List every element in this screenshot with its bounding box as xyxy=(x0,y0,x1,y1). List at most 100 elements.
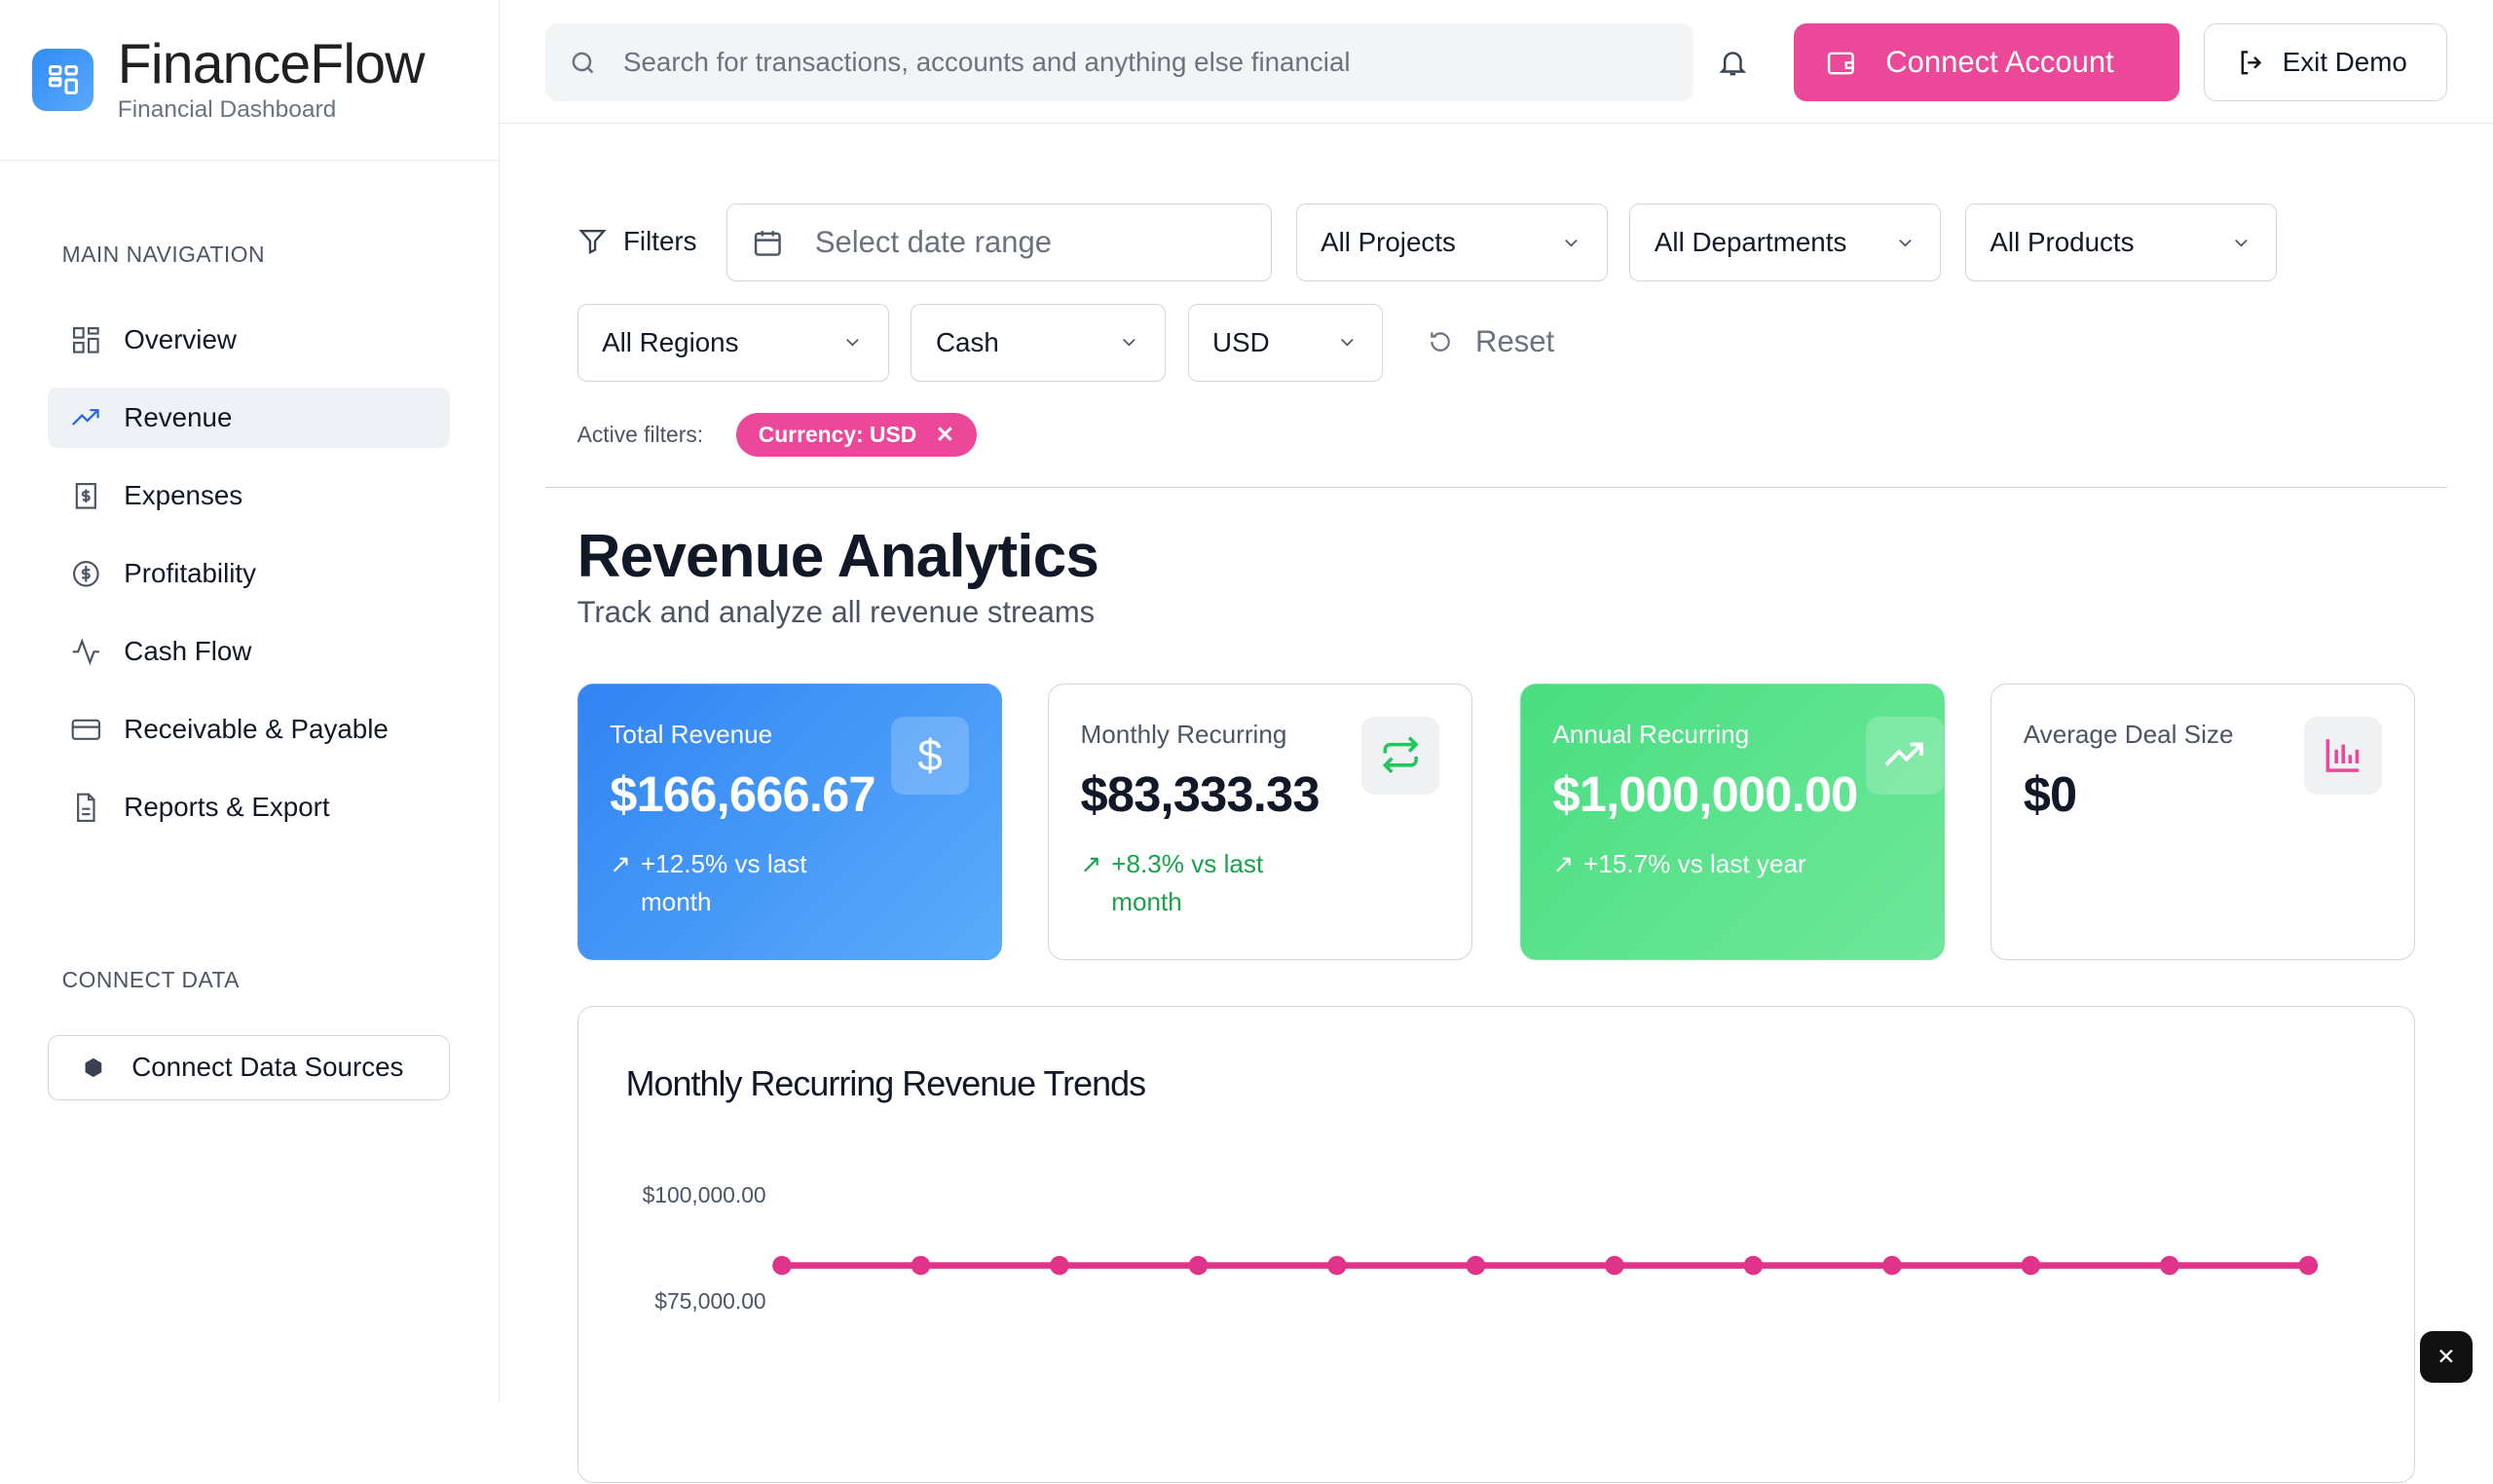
calendar-icon xyxy=(754,230,781,256)
currency-select[interactable]: USD xyxy=(1187,303,1384,382)
products-select[interactable]: All Products xyxy=(1964,203,2277,281)
database-icon: ⬢ xyxy=(83,1054,103,1080)
card-label: Average Deal Size xyxy=(2023,719,2234,749)
monthly-recurring-card: Monthly Recurring $83,333.33 ↗ +8.3% vs l… xyxy=(1047,684,1472,961)
sidebar-item-cash-flow[interactable]: Cash Flow xyxy=(48,621,450,682)
data-point[interactable] xyxy=(1881,1256,1902,1276)
sidebar-item-label: Cash Flow xyxy=(124,636,252,667)
card-value: $166,666.67 xyxy=(610,766,875,823)
mrr-line-chart: $100,000.00 $75,000.00 xyxy=(642,1182,2318,1315)
connect-data-sources-button[interactable]: ⬢ Connect Data Sources xyxy=(47,1034,451,1100)
search-icon xyxy=(573,52,594,74)
sidebar-item-receivable-payable[interactable]: Receivable & Payable xyxy=(48,699,450,760)
data-point[interactable] xyxy=(2021,1256,2040,1276)
card-label: Monthly Recurring xyxy=(1080,719,1287,749)
card-change: +12.5% vs last month xyxy=(640,849,807,917)
card-value: $1,000,000.00 xyxy=(1552,766,1858,823)
exit-demo-button[interactable]: Exit Demo xyxy=(2203,23,2447,102)
card-label: Total Revenue xyxy=(610,719,773,749)
data-point[interactable] xyxy=(1049,1256,1069,1276)
bar-chart-icon xyxy=(2304,716,2383,795)
topbar: Search for transactions, accounts and an… xyxy=(499,0,2493,125)
dollar-icon: $ xyxy=(890,716,969,795)
data-point[interactable] xyxy=(1466,1256,1485,1276)
chevron-down-icon xyxy=(1899,239,1912,247)
active-filter-chip: Currency: USD ✕ xyxy=(735,413,977,457)
chevron-down-icon xyxy=(1341,339,1354,347)
projects-select[interactable]: All Projects xyxy=(1295,203,1608,281)
filters-label: Filters xyxy=(577,226,697,257)
app-title: FinanceFlow xyxy=(117,32,426,95)
sidebar-item-label: Expenses xyxy=(124,480,243,511)
reset-button[interactable]: Reset xyxy=(1428,324,1554,359)
data-point[interactable] xyxy=(911,1256,930,1276)
activity-icon xyxy=(72,638,99,666)
reset-icon xyxy=(1431,332,1450,352)
sidebar-item-label: Receivable & Payable xyxy=(124,714,389,745)
close-icon[interactable]: ✕ xyxy=(935,422,954,448)
wallet-icon xyxy=(1828,52,1855,75)
sidebar-item-expenses[interactable]: Expenses xyxy=(48,465,450,526)
total-revenue-card: Total Revenue $166,666.67 ↗ +12.5% vs las… xyxy=(577,684,1002,961)
departments-select[interactable]: All Departments xyxy=(1629,203,1942,281)
chevron-down-icon xyxy=(1123,339,1136,347)
sidebar-item-overview[interactable]: Overview xyxy=(48,310,450,370)
y-tick-label: $75,000.00 xyxy=(654,1289,765,1315)
select-value: All Regions xyxy=(602,326,739,357)
close-icon: ✕ xyxy=(2437,1343,2456,1369)
card-label: Annual Recurring xyxy=(1552,719,1750,749)
page-title: Revenue Analytics xyxy=(577,522,1099,590)
bell-icon[interactable] xyxy=(1717,45,1749,80)
annual-recurring-card: Annual Recurring $1,000,000.00 ↗ +15.7% v… xyxy=(1519,684,1945,961)
select-value: All Projects xyxy=(1321,226,1456,257)
search-input[interactable]: Search for transactions, accounts and an… xyxy=(544,23,1693,102)
data-point[interactable] xyxy=(2298,1256,2318,1276)
main-nav-heading: MAIN NAVIGATION xyxy=(61,241,265,268)
sidebar-item-reports-export[interactable]: Reports & Export xyxy=(48,777,450,837)
filters-text: Filters xyxy=(622,225,697,256)
y-tick-label: $100,000.00 xyxy=(642,1182,765,1207)
search-placeholder: Search for transactions, accounts and an… xyxy=(622,47,1351,78)
sidebar-item-revenue[interactable]: Revenue xyxy=(47,388,451,449)
button-label: Connect Data Sources xyxy=(131,1052,404,1083)
data-point[interactable] xyxy=(2159,1256,2179,1276)
data-point[interactable] xyxy=(1188,1256,1208,1276)
button-label: Exit Demo xyxy=(2282,47,2407,78)
dollar-circle-icon xyxy=(72,560,99,587)
filter-icon xyxy=(577,230,607,255)
select-value: USD xyxy=(1212,326,1270,357)
file-text-icon xyxy=(76,793,95,822)
sidebar-item-label: Revenue xyxy=(124,402,233,433)
select-value: All Products xyxy=(1990,226,2135,257)
account-type-select[interactable]: Cash xyxy=(911,303,1166,382)
credit-card-icon xyxy=(71,719,100,740)
select-value: All Departments xyxy=(1654,226,1847,257)
trending-up-icon xyxy=(1865,716,1944,795)
sidebar-item-label: Reports & Export xyxy=(124,792,330,823)
sidebar-item-profitability[interactable]: Profitability xyxy=(48,543,450,604)
brand[interactable]: FinanceFlow Financial Dashboard xyxy=(0,0,499,161)
close-button[interactable]: ✕ xyxy=(2419,1330,2473,1384)
reset-label: Reset xyxy=(1475,324,1555,359)
sidebar-item-label: Profitability xyxy=(124,558,257,589)
main-nav: Overview Revenue Expenses Profitability … xyxy=(47,310,451,855)
divider xyxy=(544,486,2447,488)
select-value: Cash xyxy=(935,326,999,357)
data-point[interactable] xyxy=(1326,1256,1347,1276)
trending-up-icon: ↗ xyxy=(610,849,632,879)
connect-account-button[interactable]: Connect Account xyxy=(1793,23,2180,102)
chevron-down-icon xyxy=(2234,239,2248,247)
trending-up-icon xyxy=(71,409,99,426)
app-subtitle: Financial Dashboard xyxy=(117,95,337,123)
data-point[interactable] xyxy=(771,1256,792,1276)
sidebar-item-label: Overview xyxy=(124,324,237,355)
average-deal-size-card: Average Deal Size $0 xyxy=(1991,684,2415,961)
logo-grid-icon xyxy=(31,49,94,111)
layout-grid-icon xyxy=(72,327,99,353)
regions-select[interactable]: All Regions xyxy=(577,303,889,382)
date-range-picker[interactable]: Select date range xyxy=(726,203,1273,281)
data-point[interactable] xyxy=(1604,1256,1624,1276)
data-point[interactable] xyxy=(1743,1256,1763,1276)
button-label: Connect Account xyxy=(1885,45,2114,80)
chip-label: Currency: USD xyxy=(758,422,917,448)
